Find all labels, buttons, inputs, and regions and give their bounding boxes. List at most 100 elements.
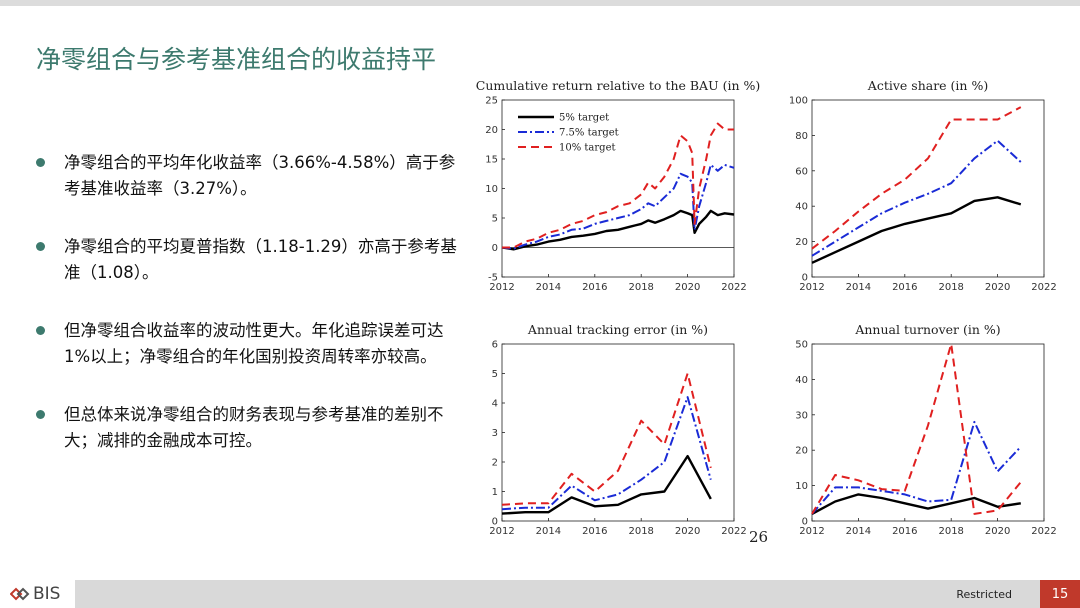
bullet-dot-icon [36,326,45,335]
bullet-item: 但总体来说净零组合的财务表现与参考基准的差别不大；减排的金融成本可控。 [36,402,466,454]
x-tick-label: 2016 [892,526,917,537]
bullet-text: 净零组合的平均夏普指数（1.18-1.29）亦高于参考基准（1.08）。 [64,237,457,282]
x-tick-label: 2018 [628,282,653,293]
y-tick-label: 0 [802,517,808,528]
x-tick-label: 2012 [489,282,514,293]
y-tick-label: 20 [795,446,808,457]
bis-logo-text: BIS [33,584,61,604]
series-line-5-target [501,209,735,251]
bullet-item: 净零组合的平均夏普指数（1.18-1.29）亦高于参考基准（1.08）。 [36,234,466,286]
y-tick-label: 40 [795,375,808,386]
plot-area [811,343,1045,522]
series-line-7-5-target [501,163,735,250]
x-tick-label: 2022 [1031,282,1056,293]
x-tick-label: 2022 [1031,526,1056,537]
y-tick-label: 20 [795,237,808,248]
y-tick-label: 6 [492,340,498,351]
figure-page-number: 26 [749,528,769,546]
x-tick-label: 2020 [675,282,700,293]
chart-svg: Active share (in %)2012 2014 2016 2018 2020 2… [789,78,1057,293]
chart-svg: Annual tracking error (in %)2012 2014 2016… [489,322,746,537]
classification-label: Restricted [956,588,1012,601]
y-tick-label: 10 [795,481,808,492]
y-tick-label: 0 [802,273,808,284]
y-tick-label: 40 [795,202,808,213]
series-line-10-target [811,106,1022,250]
bis-logo-icon [10,587,30,601]
series-line-10-target [502,122,734,249]
bis-logo: BIS [10,583,60,605]
slide-title: 净零组合与参考基准组合的收益持平 [36,45,437,74]
bullet-dot-icon [36,158,45,167]
page-number: 15 [1040,580,1080,608]
chart-svg: Cumulative return relative to the BAU (i… [476,78,761,293]
chart-title: Annual tracking error (in %) [527,322,708,337]
y-tick-label: 1 [492,487,498,498]
top-border [0,0,1080,6]
bullet-item: 但净零组合收益率的波动性更大。年化追踪误差可达1%以上；净零组合的年化国别投资周… [36,318,466,370]
bullet-text: 净零组合的平均年化收益率（3.66%-4.58%）高于参考基准收益率（3.27%… [64,153,456,198]
y-tick-label: 0 [492,243,498,254]
x-tick-label: 2016 [582,526,607,537]
x-tick-label: 2014 [536,282,561,293]
x-tick-label: 2020 [675,526,700,537]
y-tick-label: 25 [485,96,498,107]
x-tick-label: 2018 [938,282,963,293]
x-tick-label: 2012 [799,282,824,293]
y-tick-label: 0 [492,517,498,528]
chart-tracking-error: Annual tracking error (in %) 2012 2014 2016… [470,322,770,546]
y-tick-label: 10 [485,184,498,195]
series-line-7-5-target [811,139,1022,257]
bullet-item: 净零组合的平均年化收益率（3.66%-4.58%）高于参考基准收益率（3.27%… [36,150,466,202]
footer-bar [75,580,1040,608]
x-tick-label: 2020 [985,526,1010,537]
x-tick-label: 2014 [846,526,871,537]
legend-label: 7.5% target [559,128,619,139]
x-tick-label: 2022 [721,526,746,537]
x-tick-label: 2018 [938,526,963,537]
x-tick-label: 2018 [628,526,653,537]
y-tick-label: 4 [492,399,498,410]
series-line-5-target [811,493,1021,515]
footer: BIS Restricted 15 [0,580,1080,608]
x-tick-label: 2014 [536,526,561,537]
x-tick-label: 2020 [985,282,1010,293]
y-tick-label: 2 [492,458,498,469]
y-tick-label: 20 [485,125,498,136]
bullet-list: 净零组合的平均年化收益率（3.66%-4.58%）高于参考基准收益率（3.27%… [36,150,466,486]
legend-label: 10% target [559,143,616,154]
y-tick-label: 15 [485,155,498,166]
series-line-5-target [811,196,1022,264]
bullet-dot-icon [36,242,45,251]
chart-active-share: Active share (in %) 2012 2014 2016 2018 2020 2… [780,78,1070,302]
series-line-7-5-target [811,420,1022,515]
chart-turnover: Annual turnover (in %) 2012 2014 2016 2018 20… [780,322,1070,546]
bullet-dot-icon [36,410,45,419]
plot-area [811,99,1045,278]
plot-area [501,343,735,522]
bullet-text: 但净零组合收益率的波动性更大。年化追踪误差可达1%以上；净零组合的年化国别投资周… [64,321,444,366]
chart-svg: Annual turnover (in %) 2012 2014 2016 2018 20… [795,322,1056,537]
y-tick-label: 100 [789,96,808,107]
y-tick-label: 30 [795,410,808,421]
x-tick-label: 2016 [892,282,917,293]
x-tick-label: 2014 [846,282,871,293]
y-tick-label: 5 [492,214,498,225]
chart-title: Cumulative return relative to the BAU (i… [476,78,761,93]
y-tick-label: 5 [492,369,498,380]
y-tick-label: 60 [795,166,808,177]
series-line-10-target [811,343,1022,515]
y-tick-label: -5 [488,273,498,284]
y-tick-label: 3 [492,428,498,439]
x-tick-label: 2012 [489,526,514,537]
legend-label: 5% target [559,113,609,124]
chart-title: Annual turnover (in %) [854,322,1000,337]
x-tick-label: 2022 [721,282,746,293]
series-line-5-target [501,454,712,515]
series-line-7-5-target [501,396,712,511]
x-tick-label: 2016 [582,282,607,293]
chart-cumulative-return: Cumulative return relative to the BAU (i… [470,78,770,302]
y-tick-label: 50 [795,340,808,351]
x-tick-label: 2012 [799,526,824,537]
bullet-text: 但总体来说净零组合的财务表现与参考基准的差别不大；减排的金融成本可控。 [64,405,444,450]
